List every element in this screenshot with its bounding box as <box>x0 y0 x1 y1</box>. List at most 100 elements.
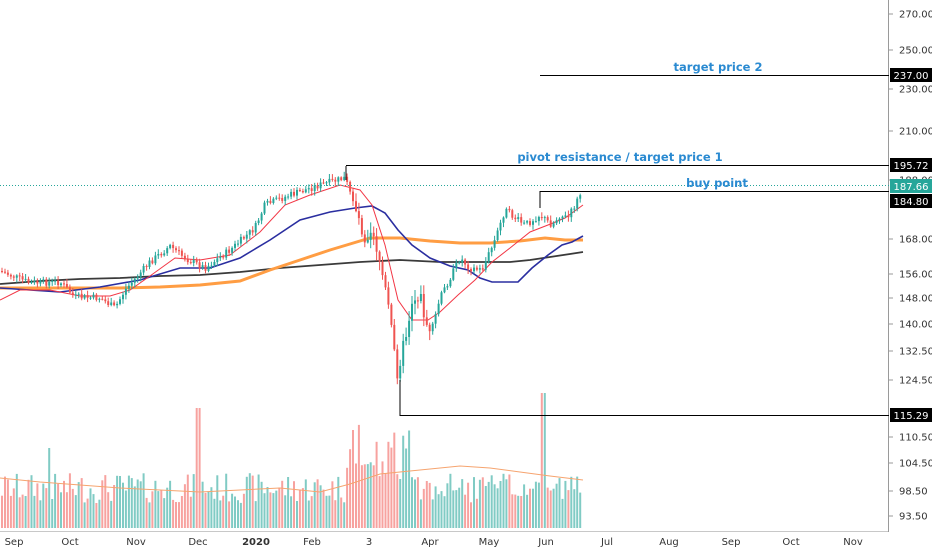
volume-bar <box>425 481 428 528</box>
badge-last-price-text: 187.66 <box>894 182 929 193</box>
candle-body <box>325 182 328 184</box>
price-axis: 270.00250.00230.00210.00188.00168.00156.… <box>889 10 932 523</box>
candle-body <box>204 265 207 271</box>
volume-bar <box>534 481 537 528</box>
candle-body <box>564 215 567 217</box>
candle-body <box>266 200 269 203</box>
candle-body <box>567 215 570 218</box>
candle-body <box>65 284 68 288</box>
candle-body <box>201 265 204 269</box>
candle-body <box>293 191 295 196</box>
candle-body <box>555 220 558 224</box>
candle-body <box>169 244 172 249</box>
time-axis-label: Feb <box>303 537 321 548</box>
price-tick-label: 93.50 <box>899 512 928 523</box>
candle-body <box>464 259 467 265</box>
volume-bar <box>54 473 57 528</box>
volume-bar <box>381 461 384 528</box>
candle-body <box>290 191 293 197</box>
candle-body <box>89 297 92 299</box>
candle-body <box>343 176 346 181</box>
volume-bar <box>130 478 133 528</box>
price-tick-label: 230.00 <box>899 85 932 96</box>
candle-body <box>124 288 127 295</box>
candle-body <box>183 255 186 260</box>
volume-bar <box>452 490 455 528</box>
candle-body <box>145 266 148 267</box>
volume-bar <box>502 473 505 528</box>
volume-bar <box>36 483 39 528</box>
candle-body <box>322 182 325 184</box>
candle-body <box>334 179 337 182</box>
time-axis-label: 2020 <box>242 537 270 548</box>
volume-bar <box>393 432 396 528</box>
volume-bar <box>307 500 310 528</box>
candle-body <box>393 324 396 350</box>
candle-body <box>360 218 363 235</box>
candle-body <box>431 323 434 332</box>
candle-body <box>18 275 21 277</box>
volume-bar <box>543 393 546 528</box>
candle-body <box>520 217 523 223</box>
candle-body <box>523 222 526 224</box>
volume-bar <box>245 476 248 528</box>
volume-bar <box>301 488 304 528</box>
volume-bar <box>555 483 558 528</box>
volume-bar <box>210 487 213 528</box>
volume-bar <box>42 483 45 528</box>
candle-body <box>166 248 169 254</box>
candle-body <box>490 247 493 253</box>
candle-body <box>534 221 537 223</box>
candle-body <box>9 274 12 277</box>
candle-body <box>101 298 104 300</box>
candle-body <box>467 264 470 270</box>
volume-bar <box>113 485 116 528</box>
horizontal-lines <box>0 75 889 416</box>
volume-bar <box>74 495 77 528</box>
volume-bar <box>77 482 80 528</box>
candle-body <box>27 278 30 283</box>
volume-bar <box>175 502 177 528</box>
volume-bar <box>296 501 298 528</box>
candle-body <box>316 185 319 189</box>
volume-bar <box>567 490 570 528</box>
volume-bar <box>517 495 520 528</box>
volume-bar <box>136 479 139 528</box>
volume-bar <box>251 475 254 528</box>
volume-bar <box>422 488 425 528</box>
candle-body <box>508 208 511 211</box>
candle-body <box>263 202 266 214</box>
volume-bar <box>402 435 405 528</box>
candle-body <box>549 220 552 227</box>
badge-buy: 184.80 <box>890 194 932 208</box>
candle-body <box>502 217 505 223</box>
candle-body <box>346 176 349 182</box>
volume-bar <box>24 496 27 528</box>
volume-bar <box>428 482 431 528</box>
candle-body <box>74 294 77 296</box>
volume-bar <box>355 463 357 528</box>
volume-bar <box>234 496 236 528</box>
price-tick-label: 132.50 <box>899 347 932 358</box>
candle-body <box>248 230 251 235</box>
volume-bar <box>157 491 160 528</box>
volume-bar <box>523 484 526 528</box>
candle-body <box>45 279 48 286</box>
candle-body <box>355 201 357 212</box>
annotation-buy-point: buy point <box>686 176 748 190</box>
candle-body <box>272 198 275 203</box>
price-tick-label: 148.00 <box>899 294 932 305</box>
volume-bar <box>475 498 478 528</box>
annotation-pivot-resistance: pivot resistance / target price 1 <box>517 150 722 164</box>
volume-bar <box>89 488 92 528</box>
candle-body <box>1 271 3 272</box>
price-tick-label: 156.00 <box>899 270 932 281</box>
candle-body <box>422 294 425 318</box>
volume-bar <box>470 502 472 528</box>
candle-body <box>39 280 42 284</box>
candle-body <box>402 340 405 366</box>
badge-low-text: 115.29 <box>894 411 929 422</box>
candle-body <box>301 191 304 193</box>
volume-bar <box>172 499 175 528</box>
